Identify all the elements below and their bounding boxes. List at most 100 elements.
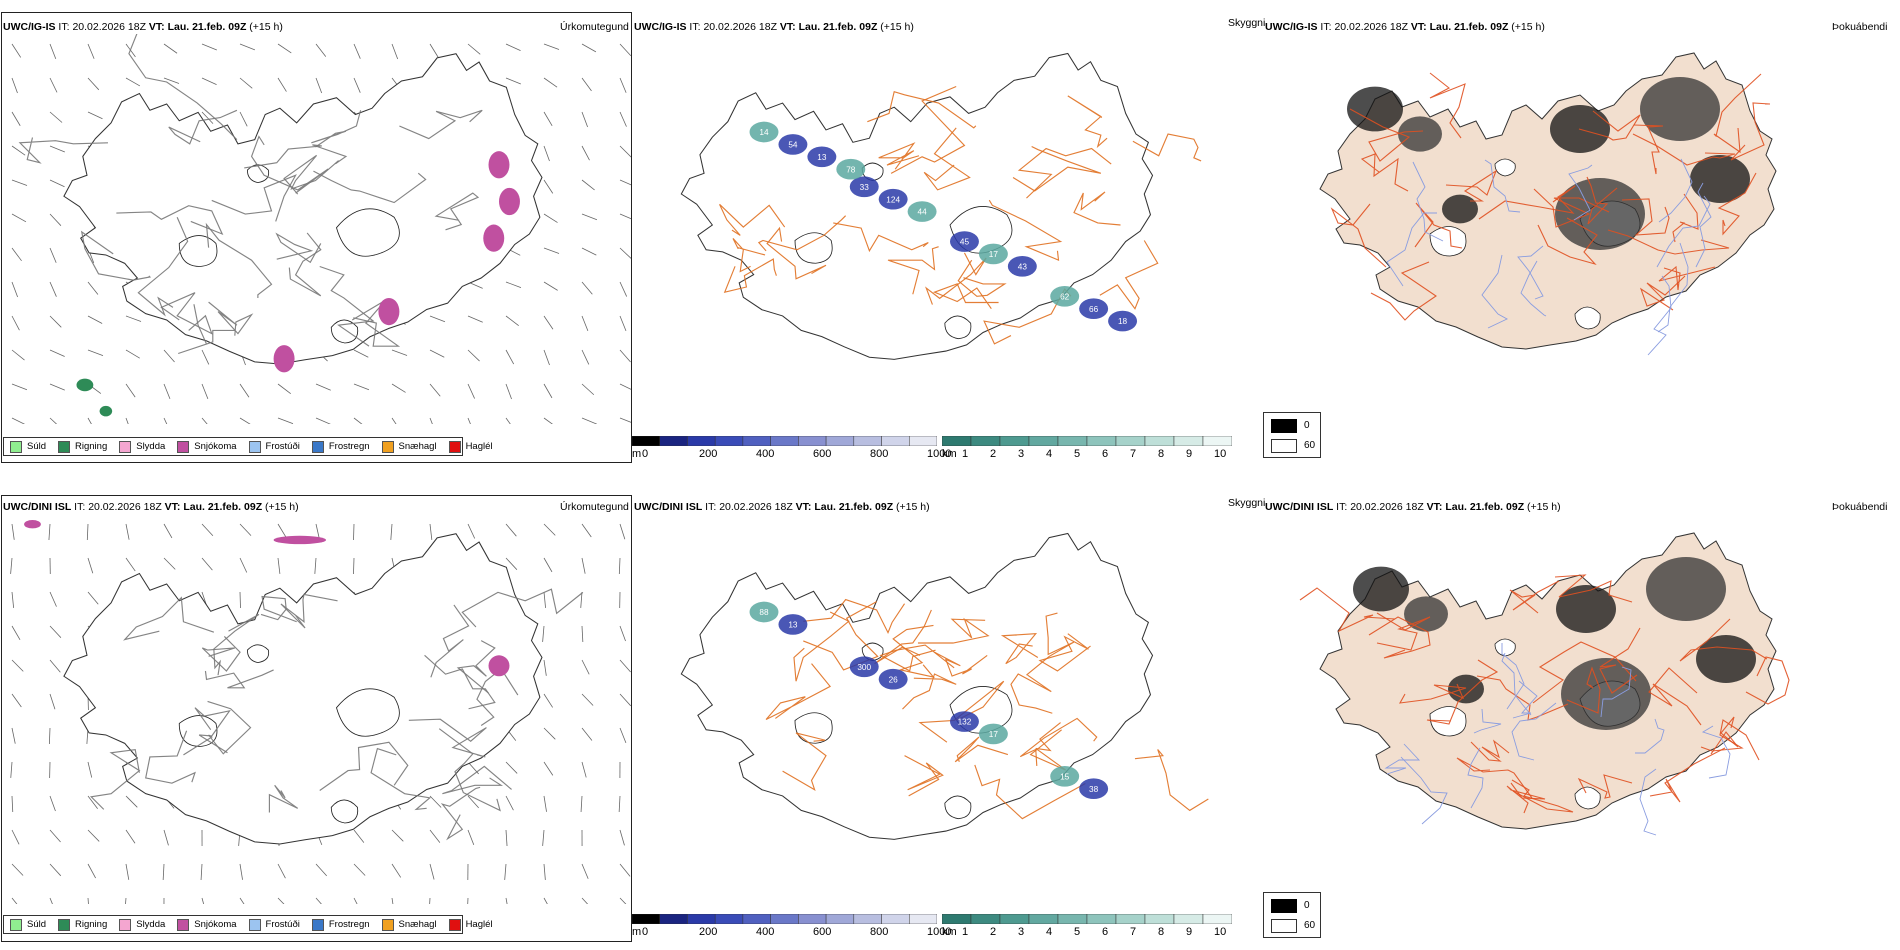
road-line [313,170,427,204]
glacier-outline [178,715,218,747]
cloud-base-colorbar-top: m 0 200 400 600 800 1000 [632,436,951,462]
wind-barb [87,795,98,809]
cloud-base-label: 43 [1018,262,1028,271]
wind-barb [543,43,560,50]
road-line [1017,147,1112,199]
precip-legend-swatch [58,918,71,931]
precip-legend-label: Snjókoma [194,919,237,930]
wind-barb [581,179,595,191]
wind-barb [87,43,95,59]
wind-barb [429,43,439,58]
wind-barb [201,383,209,400]
wind-barb [49,591,57,607]
cloud-area [950,231,979,252]
wind-barb [87,557,94,574]
model-name: UWC/IG-IS [1265,21,1318,33]
fog-area [1448,674,1484,704]
wind-barb [125,315,142,322]
precip-legend-label: Súld [27,441,47,452]
wind-barb [581,145,590,161]
road-line [288,232,322,297]
precip-legend-label: Haglél [465,441,493,452]
lead-time: (+15 h) [265,501,299,513]
wind-barb [11,179,28,186]
visibility-map-top: 14 33 45 62 54 124 17 66 13 44 43 18 78 [640,34,1260,424]
wind-barb [505,523,517,537]
wind-barb [315,43,327,57]
visibility-colorbar-top: km 1 2 3 4 5 6 7 8 9 10 [942,436,1232,462]
cloud-area [807,146,837,168]
road-line [1010,673,1053,714]
road-line [732,238,766,273]
road-line [917,617,990,644]
wind-barb [619,77,627,93]
lead-time: (+15 h) [896,501,930,513]
road-line [1429,72,1466,139]
wind-barb [543,77,558,88]
cloud-base-swatch [853,436,882,446]
visibility-swatch [1028,914,1059,924]
wind-barb [619,111,627,127]
precip-legend-item: Slydda [119,440,165,453]
wind-barb [619,43,631,57]
fog-map-top [1290,34,1890,424]
road-line [1632,133,1736,166]
river-line [1656,195,1711,268]
cloud-base-tick: 1000 [927,448,952,460]
road-line [1730,102,1771,161]
precip-legend-item: Snjókoma [177,918,237,931]
road-line [879,644,955,672]
road-line [194,707,231,754]
iceland-group [1299,532,1790,836]
wind-barb [581,897,589,904]
river-line [1701,725,1731,779]
cloud-area [1108,310,1138,332]
wind-barb [11,111,21,126]
road-line [918,680,1005,743]
wind-barb [49,111,63,123]
river-line [1695,182,1712,268]
cloud-area [978,723,1008,745]
cloud-area [1007,256,1037,277]
road-line [208,301,254,336]
wind-barb [201,349,210,365]
wind-barb [467,523,476,539]
wind-barb [125,897,127,904]
river-line [1386,212,1437,287]
wind-barb [315,417,331,424]
wind-barb [49,145,65,153]
wind-barb [11,795,14,813]
cloud-base-tick: 400 [756,448,775,460]
wind-barb [239,897,245,904]
precip-legend-label: Frostúði [265,441,300,452]
wind-barb [619,659,631,673]
visibility-tick: 2 [990,926,997,938]
road-line [1648,667,1702,726]
precip-legend-label: Snjókoma [194,441,237,452]
wind-barb [125,523,130,540]
fog-legend-light-swatch [1271,919,1297,933]
fog-area [1398,116,1442,152]
road-line [1414,202,1463,249]
wind-barb [49,659,61,673]
wind-barb [619,829,625,846]
fog-legend-light-swatch [1271,439,1297,453]
river-line [1400,756,1448,825]
wind-barb [277,417,294,424]
river-line [1481,254,1508,329]
wind-barb [315,383,331,391]
fog-area [1556,585,1616,633]
road-line [892,624,935,679]
wind-barb [543,111,553,126]
cloud-area [878,188,908,210]
cloud-area [950,711,979,732]
cloud-area [1050,285,1080,307]
fog-legend-dark-label: 0 [1304,420,1310,431]
glacier-outline [794,232,833,264]
visibility-tick: 9 [1186,448,1193,460]
road-line [1509,580,1560,614]
wind-barb [86,523,89,541]
wind-barb [239,557,248,573]
wind-barb [467,829,475,846]
precip-legend-item: Haglél [448,440,493,453]
